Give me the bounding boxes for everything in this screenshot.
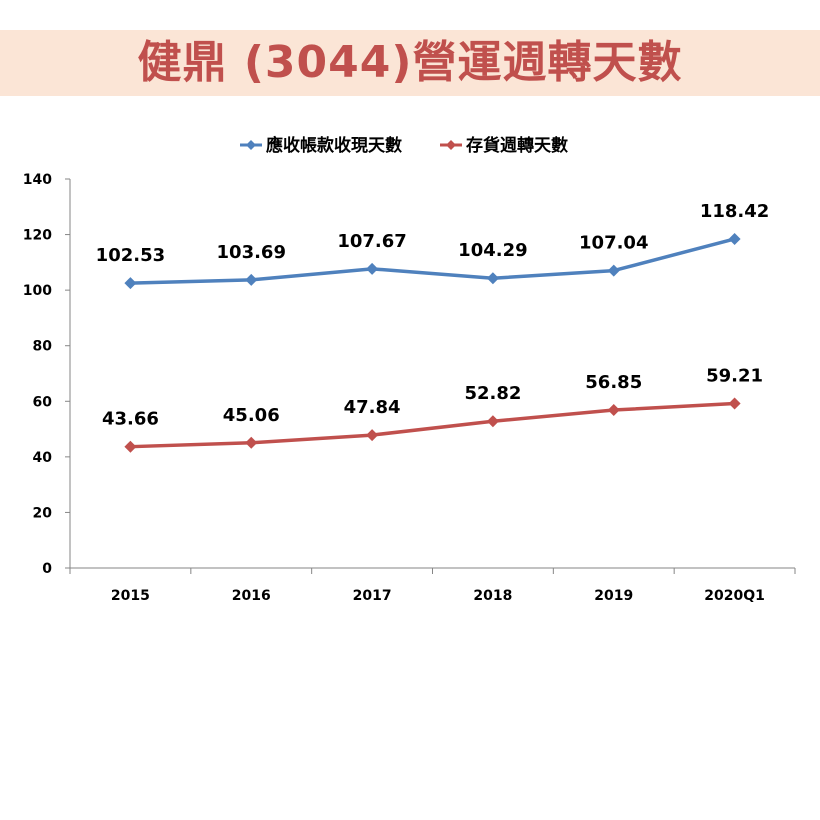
data-point: [607, 404, 620, 417]
data-point: [607, 264, 620, 277]
data-label: 103.69: [217, 242, 286, 263]
data-label: 107.04: [579, 233, 648, 254]
data-point: [486, 415, 499, 428]
legend-marker: [446, 140, 456, 150]
legend-label: 存貨週轉天數: [466, 135, 568, 156]
series-line: [130, 401, 735, 449]
series-line: [130, 237, 736, 285]
y-tick-label: 40: [33, 450, 53, 466]
x-tick-label: 2018: [473, 588, 512, 604]
y-tick-label: 80: [33, 339, 53, 355]
y-tick-label: 20: [33, 505, 53, 521]
data-label: 47.84: [344, 397, 401, 418]
y-tick-label: 0: [42, 561, 52, 577]
x-tick-label: 2015: [111, 588, 150, 604]
data-point: [366, 262, 379, 275]
x-tick-label: 2016: [232, 588, 271, 604]
legend-marker: [246, 140, 256, 150]
data-point: [486, 272, 499, 285]
data-point: [245, 436, 258, 449]
data-label: 104.29: [458, 240, 527, 261]
data-label: 59.21: [706, 365, 763, 386]
data-label: 102.53: [96, 245, 165, 266]
data-label: 43.66: [102, 409, 159, 430]
x-tick-label: 2019: [594, 588, 633, 604]
x-tick-label: 2017: [353, 588, 392, 604]
data-label: 118.42: [700, 201, 769, 222]
legend-label: 應收帳款收現天數: [266, 135, 402, 156]
y-tick-label: 100: [23, 283, 52, 299]
data-point: [245, 273, 258, 286]
data-label: 56.85: [585, 372, 642, 393]
y-tick-label: 120: [23, 228, 52, 244]
data-point: [124, 440, 137, 453]
data-label: 45.06: [223, 405, 280, 426]
data-point: [728, 397, 741, 410]
chart-title: 健鼎 (3044)營運週轉天數: [137, 37, 683, 88]
title-banner: [0, 30, 820, 96]
data-point: [728, 232, 741, 245]
data-point: [124, 277, 137, 290]
x-tick-label: 2020Q1: [704, 588, 765, 604]
data-label: 107.67: [337, 231, 406, 252]
data-point: [366, 429, 379, 442]
y-tick-label: 60: [33, 394, 53, 410]
data-label: 52.82: [464, 383, 521, 404]
y-tick-label: 140: [23, 172, 52, 188]
